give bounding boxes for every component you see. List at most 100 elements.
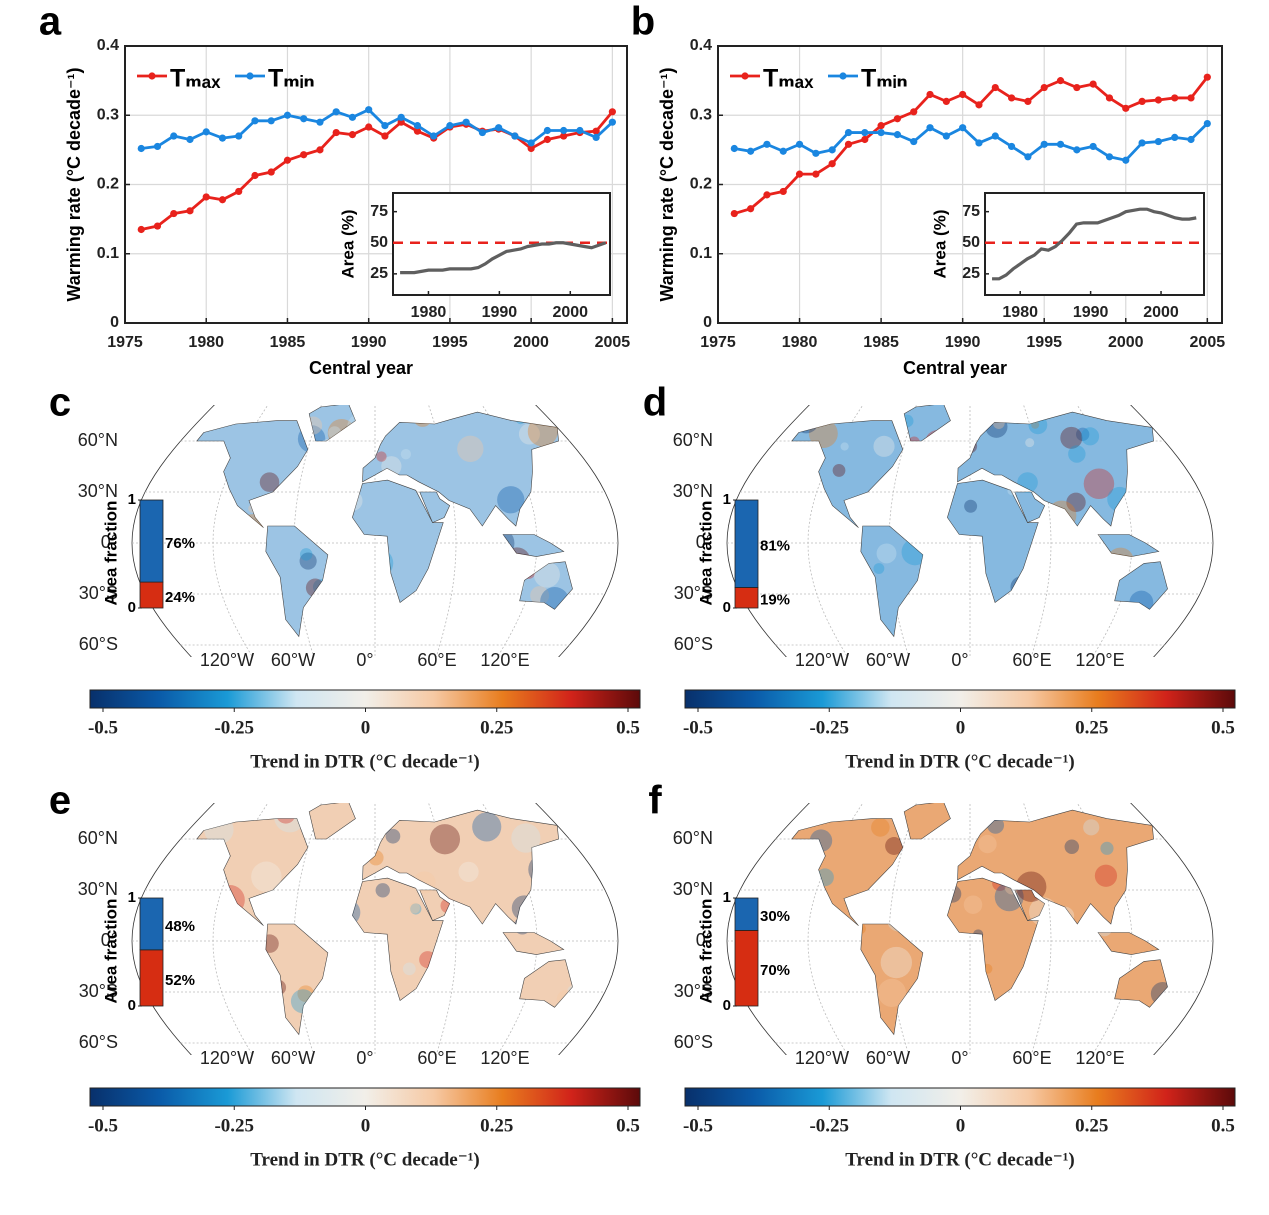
data-point — [1024, 97, 1032, 105]
inset-x-tick-label: 1980 — [1002, 304, 1038, 321]
texture-blob — [299, 548, 313, 561]
fraction-tick-label: 1 — [128, 889, 136, 906]
legend-marker — [839, 72, 847, 80]
lon-label: 60°E — [417, 650, 456, 670]
texture-blob — [429, 824, 461, 855]
data-point — [170, 132, 178, 140]
data-point — [137, 144, 145, 153]
colorbar-label: Trend in DTR (°C decade⁻¹) — [250, 751, 480, 772]
data-point — [910, 137, 918, 146]
texture-blob — [876, 543, 897, 564]
texture-blob — [299, 552, 317, 570]
lon-label: 120°E — [480, 1048, 529, 1068]
texture-blob — [518, 423, 540, 445]
panel-label: b — [631, 0, 655, 44]
data-point — [1203, 119, 1211, 128]
fraction-axis-label: Area fraction — [101, 501, 120, 606]
texture-blob — [1076, 427, 1090, 441]
lon-label: 120°W — [200, 650, 254, 670]
texture-blob — [472, 812, 502, 842]
lat-label: 60°N — [673, 430, 713, 450]
colorbar-tick-label: -0.25 — [809, 717, 849, 738]
data-point — [251, 117, 259, 125]
data-point — [153, 142, 162, 151]
x-tick-label: 1990 — [945, 334, 981, 351]
lat-label: 60°S — [79, 1032, 118, 1052]
data-point — [316, 146, 324, 154]
lat-label: 30°N — [673, 481, 713, 501]
lat-label: 60°S — [79, 634, 118, 654]
land — [308, 803, 356, 840]
series-line — [734, 122, 1209, 162]
data-point — [332, 128, 340, 137]
land — [265, 525, 329, 638]
panel-label: a — [39, 0, 62, 44]
data-point — [1154, 137, 1162, 146]
y-tick-label: 0 — [703, 314, 712, 331]
data-point — [413, 122, 422, 130]
data-point — [267, 168, 275, 176]
data-point — [730, 209, 738, 218]
data-point — [446, 122, 454, 130]
fraction-segment — [734, 499, 759, 588]
data-point — [527, 139, 535, 147]
data-point — [844, 140, 853, 148]
lon-label: 60°E — [417, 1048, 456, 1068]
texture-blob — [1064, 839, 1080, 854]
fraction-axis-label: Area fraction — [696, 899, 715, 1004]
texture-blob — [1025, 438, 1035, 448]
data-point — [893, 115, 902, 123]
data-point — [1138, 97, 1146, 105]
data-point — [942, 132, 950, 140]
texture-blob — [873, 563, 885, 574]
panel-label: f — [648, 779, 662, 823]
land — [1014, 491, 1046, 523]
lon-label: 60°W — [271, 1048, 315, 1068]
data-point — [1040, 83, 1048, 92]
legend-marker — [741, 72, 749, 80]
colorbar-tick-label: 0.5 — [1211, 1115, 1235, 1136]
data-point — [1073, 146, 1081, 154]
lat-label: 60°S — [674, 1032, 713, 1052]
data-point — [283, 156, 292, 164]
data-point — [747, 147, 755, 155]
data-point — [267, 117, 275, 125]
inset-x-tick-label: 2000 — [552, 304, 588, 321]
data-point — [1056, 140, 1065, 148]
texture-blob — [1081, 427, 1100, 446]
land — [791, 818, 904, 926]
lon-label: 60°W — [866, 1048, 910, 1068]
data-point — [365, 106, 373, 114]
map-area — [131, 405, 619, 657]
fraction-segment — [139, 581, 164, 609]
land — [308, 405, 356, 442]
data-point — [365, 123, 373, 131]
x-tick-label: 1980 — [188, 334, 224, 351]
colorbar-tick-label: -0.5 — [683, 1115, 713, 1136]
fraction-label: 30% — [760, 908, 790, 925]
colorbar-tick-label: 0 — [956, 717, 966, 738]
inset-x-tick-label: 1990 — [482, 304, 518, 321]
data-point — [430, 132, 438, 140]
y-tick-label: 0.3 — [97, 106, 119, 123]
lat-label: 0° — [101, 532, 118, 552]
x-tick-label: 1995 — [1026, 334, 1062, 351]
land — [947, 479, 1039, 603]
colorbar-tick-label: -0.5 — [88, 1115, 118, 1136]
lon-label: 120°W — [200, 1048, 254, 1068]
line-panel: a 1975 1980 1985 1990 1995 2000 2005 0 0.1 0.2 0.3 0… — [39, 0, 630, 378]
lon-label: 120°E — [480, 650, 529, 670]
data-point — [511, 132, 519, 140]
data-point — [959, 124, 967, 132]
land — [419, 491, 451, 523]
lat-label: 60°N — [673, 828, 713, 848]
fraction-segment — [734, 897, 759, 931]
texture-blob — [511, 823, 541, 853]
data-point — [462, 118, 470, 126]
lon-label: 60°W — [866, 650, 910, 670]
data-point — [137, 225, 145, 234]
lon-label: 60°E — [1012, 1048, 1051, 1068]
data-point — [1105, 153, 1114, 161]
data-point — [413, 127, 422, 135]
